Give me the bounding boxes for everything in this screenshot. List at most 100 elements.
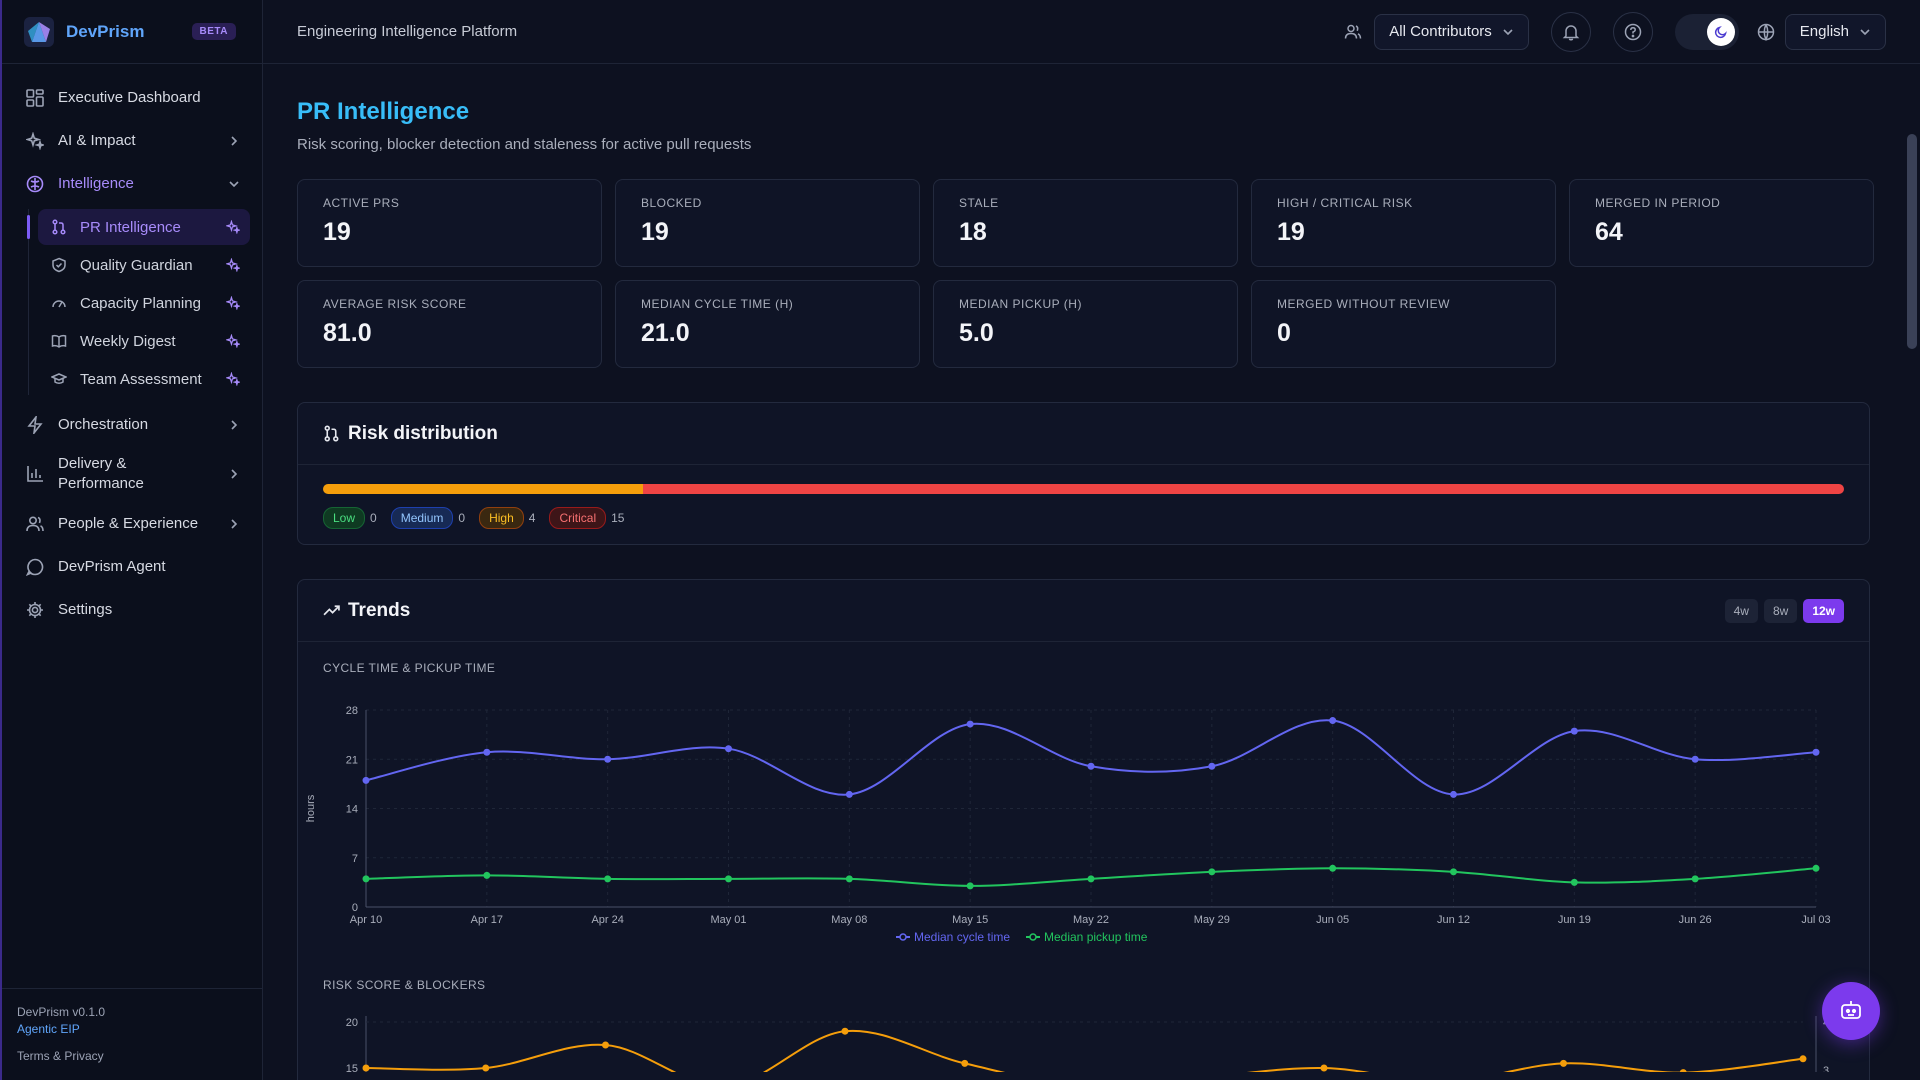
- kpi-label: BLOCKED: [641, 196, 702, 210]
- sidebar-item-settings[interactable]: Settings: [2, 588, 262, 631]
- trends-card: Trends 4w 8w 12w CYCLE TIME & PICKUP TIM…: [297, 579, 1870, 1080]
- sidebar-item-label: Delivery & Performance: [58, 455, 144, 492]
- scrollbar-thumb[interactable]: [1907, 134, 1917, 349]
- sidebar-item-capacity-planning[interactable]: Capacity Planning: [38, 285, 250, 321]
- x-tick-label: May 29: [1194, 914, 1230, 926]
- sidebar-item-intelligence[interactable]: Intelligence: [2, 162, 262, 205]
- help-button[interactable]: [1612, 11, 1653, 52]
- chevron-down-icon: [229, 180, 239, 187]
- risk-pill-medium: Medium: [390, 507, 454, 529]
- sidebar-item-orchestration[interactable]: Orchestration: [2, 403, 262, 446]
- sidebar-item-ai-impact[interactable]: AI & Impact: [2, 119, 262, 162]
- data-point: [1087, 762, 1095, 770]
- range-12w-button[interactable]: 12w: [1803, 598, 1844, 623]
- range-4w-button[interactable]: 4w: [1724, 598, 1758, 623]
- theme-toggle[interactable]: [1674, 13, 1739, 50]
- zap-icon: [24, 414, 46, 436]
- risk-pill-critical: Critical: [549, 507, 607, 529]
- sparkle-icon: [226, 220, 240, 234]
- chevron-right-icon: [231, 419, 238, 430]
- y-tick-label: 28: [346, 705, 358, 717]
- data-point: [1208, 868, 1216, 876]
- kpi-value: 19: [1277, 218, 1305, 246]
- x-tick-label: Jun 19: [1558, 914, 1591, 926]
- kpi-value: 5.0: [959, 319, 994, 347]
- risk-count-high: 4: [528, 511, 536, 525]
- range-selector: 4w 8w 12w: [1719, 598, 1844, 623]
- sidebar-item-executive-dashboard[interactable]: Executive Dashboard: [2, 76, 262, 119]
- y2-tick-label: 3: [1823, 1065, 1829, 1072]
- risk-pill-low: Low: [323, 507, 366, 529]
- chat-icon: [24, 556, 46, 578]
- kpi-card-active-prs: ACTIVE PRS 19: [297, 179, 602, 267]
- kpi-card-merged-in-period: MERGED IN PERIOD 64: [1569, 179, 1874, 267]
- range-8w-button[interactable]: 8w: [1763, 598, 1798, 623]
- data-point: [1320, 1064, 1328, 1072]
- sidebar-item-quality-guardian[interactable]: Quality Guardian: [38, 247, 250, 283]
- x-tick-label: Jun 12: [1437, 914, 1470, 926]
- platform-title: Engineering Intelligence Platform: [297, 23, 518, 40]
- risk-card-title: Risk distribution: [348, 422, 498, 444]
- risk-legend: Low 0 Medium 0 High 4 Critical 15: [323, 507, 1869, 529]
- brand[interactable]: DevPrism BETA: [2, 0, 262, 64]
- kpi-label: MEDIAN CYCLE TIME (H): [641, 297, 794, 311]
- version-text: DevPrism v0.1.0: [17, 1005, 106, 1019]
- data-point: [1560, 1059, 1567, 1067]
- tagline-link[interactable]: Agentic EIP: [17, 1022, 80, 1036]
- risk-blockers-chart: 152034: [346, 1016, 1829, 1072]
- agent-chat-button[interactable]: [1822, 982, 1880, 1040]
- sidebar-item-weekly-digest[interactable]: Weekly Digest: [38, 323, 250, 359]
- sidebar-item-people-experience[interactable]: People & Experience: [2, 502, 262, 545]
- data-point: [604, 755, 612, 763]
- sidebar-item-delivery-performance[interactable]: Delivery & Performance: [2, 446, 262, 502]
- risk-pill-high: High: [479, 507, 524, 529]
- legend-label: Median cycle time: [914, 930, 1010, 944]
- data-point: [1329, 864, 1337, 872]
- git-pull-request-icon: [50, 218, 68, 236]
- kpi-label: MEDIAN PICKUP (H): [959, 297, 1082, 311]
- chevron-down-icon: [1860, 28, 1870, 35]
- devprism-logo-icon: [24, 16, 54, 47]
- legend-marker: [1029, 933, 1037, 941]
- topbar-actions: All Contributors English: [1344, 11, 1886, 52]
- risk-card-header: Risk distribution: [298, 403, 1869, 465]
- data-point: [1450, 790, 1457, 798]
- data-point: [841, 1027, 849, 1035]
- risk-distribution-card: Risk distribution Low 0 Medium 0 High 4 …: [297, 402, 1870, 545]
- data-point: [483, 871, 491, 879]
- sidebar-item-team-assessment[interactable]: Team Assessment: [38, 361, 250, 397]
- sparkle-icon: [226, 296, 240, 310]
- kpi-card-median-pickup: MEDIAN PICKUP (H) 5.0: [933, 280, 1238, 368]
- x-tick-label: Apr 10: [350, 914, 382, 926]
- bell-icon: [1562, 24, 1580, 40]
- kpi-value: 81.0: [323, 319, 372, 347]
- kpi-card-blocked: BLOCKED 19: [615, 179, 920, 267]
- sidebar-item-pr-intelligence[interactable]: PR Intelligence: [27, 209, 250, 245]
- scrollbar[interactable]: [1904, 64, 1920, 1080]
- kpi-label: AVERAGE RISK SCORE: [323, 297, 467, 311]
- contributors-select[interactable]: All Contributors: [1374, 13, 1529, 50]
- sparkle-icon: [226, 372, 240, 386]
- data-point: [966, 882, 974, 890]
- data-point: [1691, 755, 1699, 763]
- x-tick-label: May 08: [831, 914, 867, 926]
- x-tick-label: Jun 26: [1679, 914, 1712, 926]
- sidebar-item-label: Intelligence: [58, 175, 134, 192]
- git-pull-request-icon: [324, 425, 339, 442]
- notifications-button[interactable]: [1550, 11, 1591, 52]
- sidebar-item-devprism-agent[interactable]: DevPrism Agent: [2, 545, 262, 588]
- language-select[interactable]: English: [1784, 13, 1886, 50]
- kpi-grid: ACTIVE PRS 19 BLOCKED 19 STALE 18 HIGH /…: [297, 179, 1874, 368]
- y-tick-label: 14: [346, 804, 358, 816]
- chevron-down-icon: [1503, 28, 1513, 35]
- terms-link[interactable]: Terms & Privacy: [17, 1049, 104, 1063]
- sidebar-item-label: DevPrism Agent: [58, 558, 166, 575]
- risk-bar-segment-high: [323, 484, 644, 494]
- data-point: [725, 745, 732, 753]
- gear-icon: [24, 599, 46, 621]
- sparkle-icon: [226, 334, 240, 348]
- help-icon: [1624, 23, 1642, 40]
- chevron-right-icon: [231, 518, 238, 529]
- kpi-value: 18: [959, 218, 987, 246]
- chevron-right-icon: [231, 135, 238, 146]
